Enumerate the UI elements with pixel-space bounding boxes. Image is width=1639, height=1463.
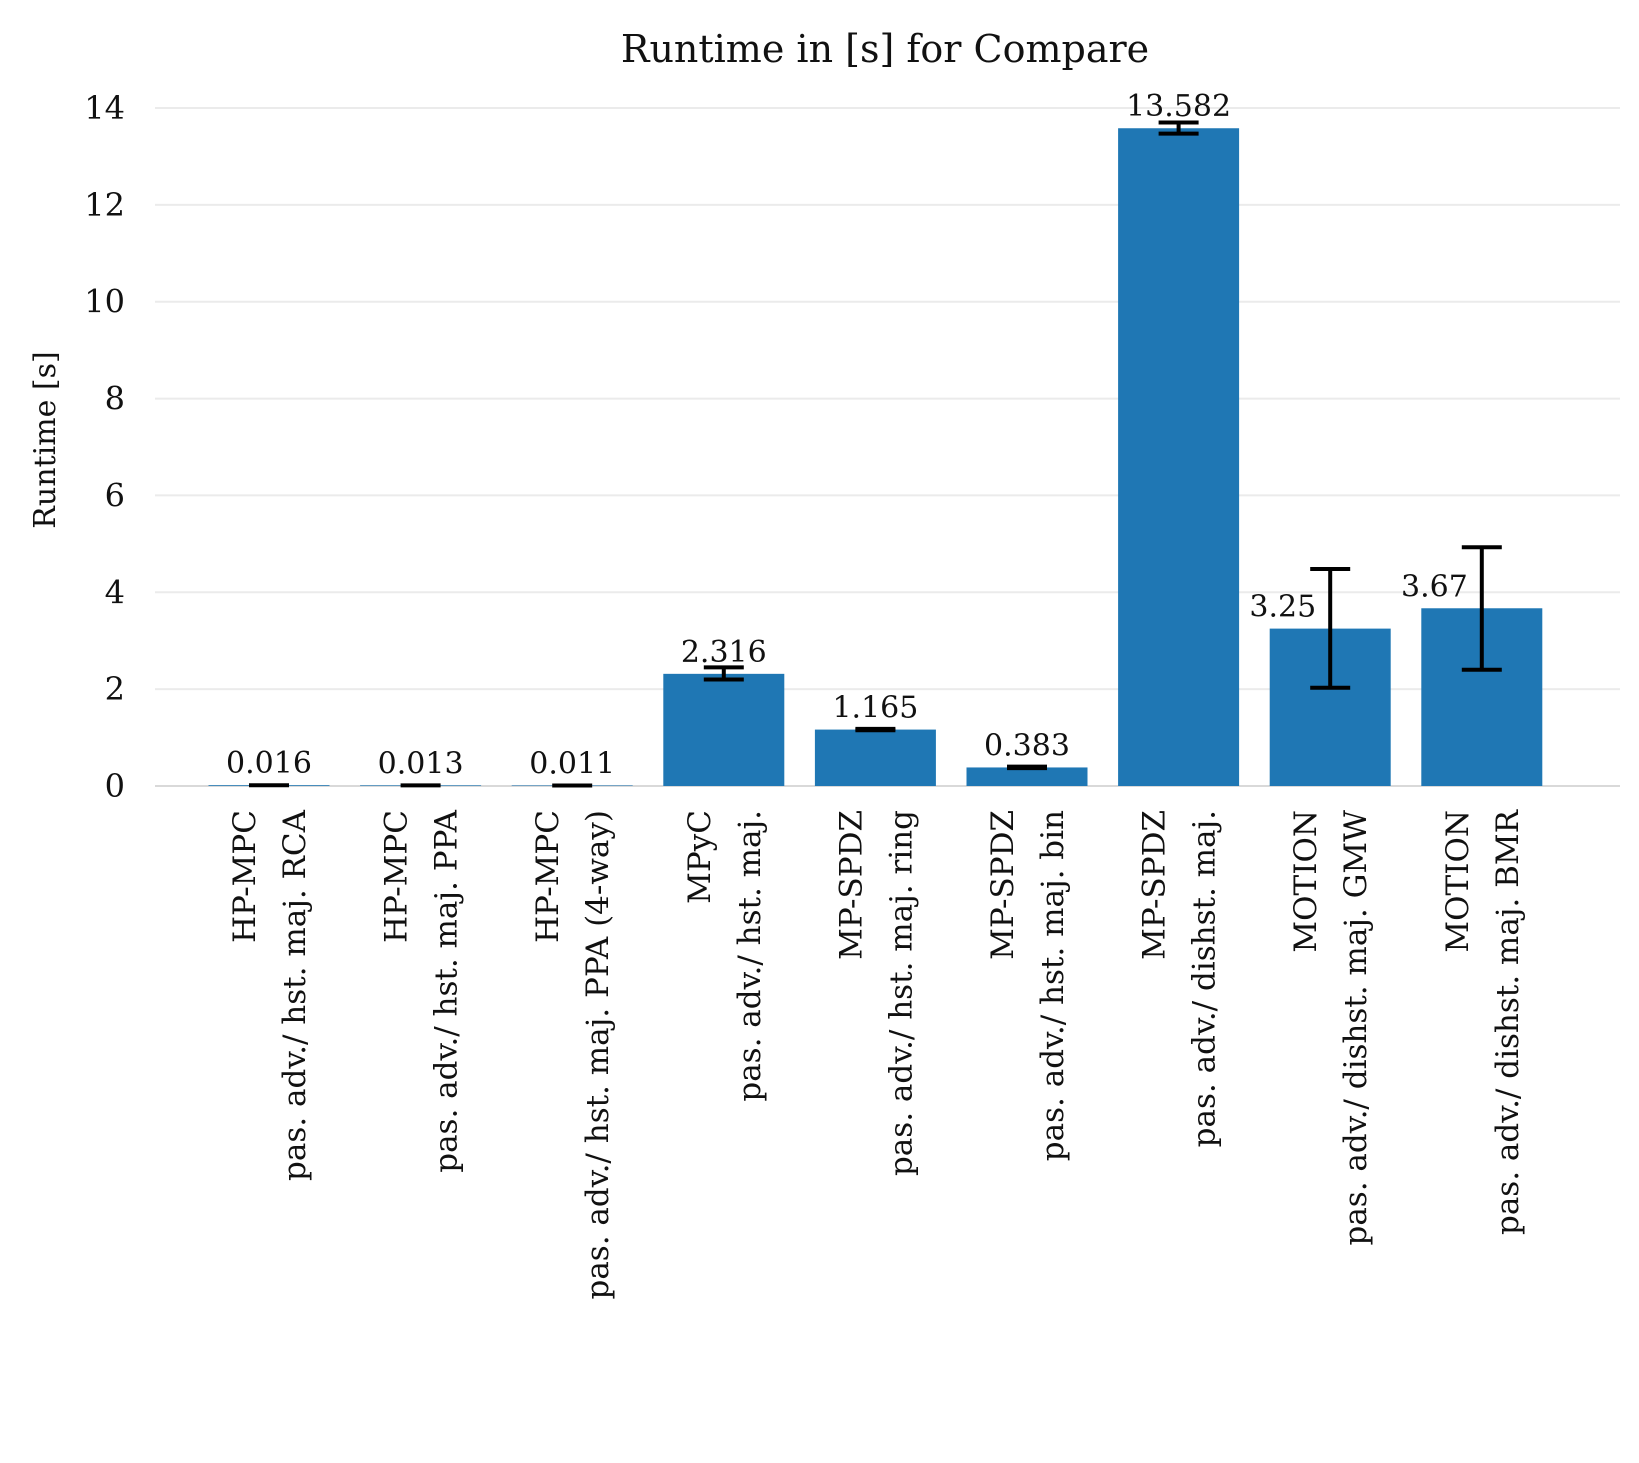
value-label: 0.016 [226,746,312,781]
x-tick-label-line2: pas. adv./ hst. maj. PPA [429,809,465,1172]
y-tick-label: 6 [105,476,125,514]
x-tick-label: MP-SPDZ pas. adv./ hst. maj. bin [985,810,1071,1161]
x-tick-label: MOTION pas. adv./ dishst. maj. BMR [1440,808,1526,1235]
x-tick-label-line1: HP-MPC [227,810,263,943]
error-bar [1007,764,1047,771]
x-tick-label-line1: MP-SPDZ [833,810,869,960]
x-tick-label: MP-SPDZ pas. adv./ hst. maj. ring [833,810,919,1176]
x-tick-label: HP-MPC pas. adv./ hst. maj. PPA [379,809,465,1172]
x-tick-label-line1: MP-SPDZ [985,810,1021,960]
x-axis-category-labels: HP-MPC pas. adv./ hst. maj. RCA HP-MPC pas.… [227,808,1526,1299]
y-axis-ticks: 0 2 4 6 8 10 12 14 [84,89,125,805]
x-tick-label: HP-MPC pas. adv./ hst. maj. RCA [227,809,313,1181]
y-axis-label: Runtime [s] [28,351,63,528]
y-tick-label: 10 [84,283,125,321]
x-tick-label: MOTION pas. adv./ dishst. maj. GMW [1288,810,1374,1246]
error-bar [855,726,896,733]
error-bar [1158,120,1199,136]
error-bar [1461,545,1502,672]
y-tick-label: 4 [105,573,125,611]
value-label: 3.25 [1249,590,1316,625]
x-tick-label-line2: pas. adv./ hst. maj. ring [883,810,919,1176]
bar [814,729,936,786]
y-tick-label: 14 [84,89,125,127]
x-tick-label-line2: pas. adv./ hst. maj. [732,810,768,1102]
x-tick-label-line1: HP-MPC [379,810,415,943]
x-tick-label-line1: MP-SPDZ [1137,810,1173,960]
bar [1118,128,1240,786]
error-bar [703,665,744,682]
value-label: 13.582 [1126,89,1231,124]
bar [663,673,785,786]
value-label: 0.011 [529,746,615,781]
bars [208,128,1543,786]
error-bar [1310,567,1351,690]
grid-lines [155,107,1620,787]
x-tick-label-line1: MPyC [682,810,718,904]
x-tick-label-line1: MOTION [1440,810,1476,953]
chart-title: Runtime in [s] for Compare [621,27,1149,71]
x-tick-label-line2: pas. adv./ dishst. maj. BMR [1490,808,1526,1235]
value-label: 2.316 [681,635,767,670]
bar [966,767,1088,786]
x-tick-label: MPyC pas. adv./ hst. maj. [682,810,768,1102]
x-tick-label: HP-MPC pas. adv./ hst. maj. PPA (4-way) [530,810,616,1300]
value-label: 3.67 [1401,569,1468,604]
x-tick-label-line2: pas. adv./ dishst. maj. [1187,810,1223,1147]
y-tick-label: 0 [105,767,125,805]
y-tick-label: 2 [105,670,125,708]
x-tick-label-line2: pas. adv./ dishst. maj. GMW [1338,810,1374,1246]
y-tick-label: 8 [105,380,125,418]
value-label: 0.013 [378,746,464,781]
x-tick-label-line1: HP-MPC [530,810,566,943]
x-tick-label-line1: MOTION [1288,810,1324,953]
x-tick-label-line2: pas. adv./ hst. maj. RCA [277,809,313,1181]
value-labels: 0.016 0.013 0.011 2.316 1.165 0.383 13.582 3.25… [226,89,1468,781]
value-label: 1.165 [832,691,918,726]
x-tick-label-line2: pas. adv./ hst. maj. PPA (4-way) [580,810,616,1300]
error-bars [249,120,1502,788]
y-tick-label: 12 [84,186,125,224]
x-tick-label-line2: pas. adv./ hst. maj. bin [1035,810,1071,1161]
x-tick-label: MP-SPDZ pas. adv./ dishst. maj. [1137,810,1223,1147]
value-label: 0.383 [984,728,1070,763]
